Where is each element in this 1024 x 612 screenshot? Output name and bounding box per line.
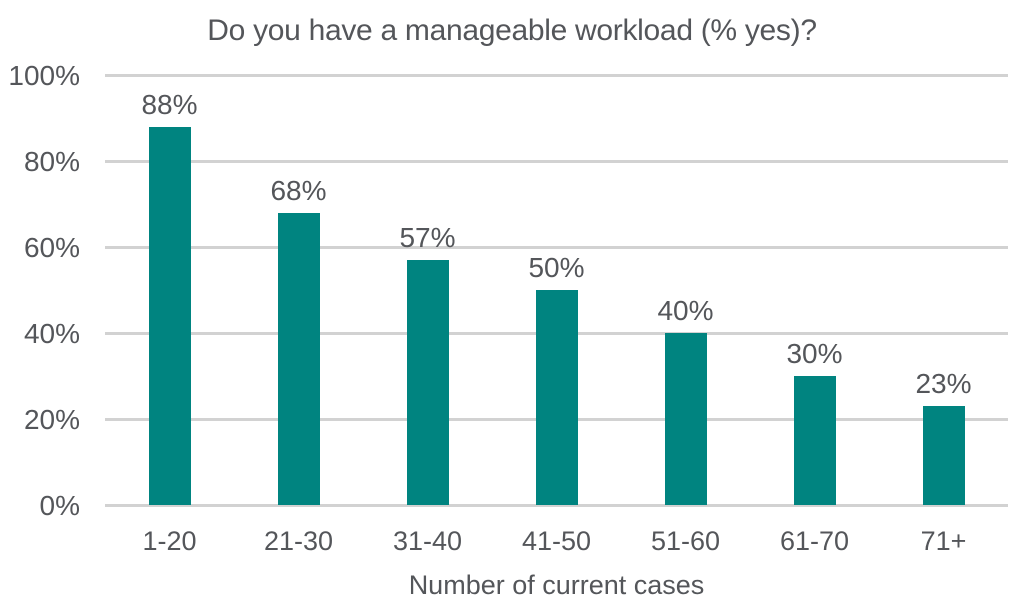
bar xyxy=(535,290,578,505)
gridline xyxy=(105,245,1008,249)
bar xyxy=(793,376,836,505)
bar-value-label: 40% xyxy=(657,295,714,326)
y-tick-label: 100% xyxy=(8,60,80,91)
bar xyxy=(277,212,320,505)
bar xyxy=(406,259,449,505)
y-tick-label: 20% xyxy=(23,404,80,435)
x-tick-label: 31-40 xyxy=(392,526,463,556)
gridline xyxy=(105,503,1008,507)
x-tick-label: 21-30 xyxy=(263,526,334,556)
bar-value-label: 88% xyxy=(141,88,198,120)
bar-value-label: 30% xyxy=(786,338,843,369)
x-tick-label: 1-20 xyxy=(142,526,197,556)
bar-value-label: 23% xyxy=(915,368,972,400)
gridline xyxy=(105,159,1008,163)
gridline xyxy=(105,73,1008,77)
bar-value-label: 68% xyxy=(270,174,327,206)
bar xyxy=(148,126,191,505)
y-tick-label: 40% xyxy=(23,318,80,349)
bar xyxy=(664,333,707,505)
chart-title: Do you have a manageable workload (% yes… xyxy=(207,14,817,47)
x-tick-label: 51-60 xyxy=(650,526,721,556)
y-tick-label: 80% xyxy=(23,146,80,177)
bar-value-label: 50% xyxy=(528,252,585,283)
bar-value-label: 57% xyxy=(399,221,456,253)
x-axis-title: Number of current cases xyxy=(408,570,705,600)
x-tick-label: 61-70 xyxy=(779,526,850,556)
bar xyxy=(922,406,965,505)
y-tick-label: 60% xyxy=(23,232,80,263)
x-tick-label: 71+ xyxy=(920,526,967,556)
x-tick-label: 41-50 xyxy=(521,526,592,556)
y-tick-label: 0% xyxy=(39,490,80,521)
